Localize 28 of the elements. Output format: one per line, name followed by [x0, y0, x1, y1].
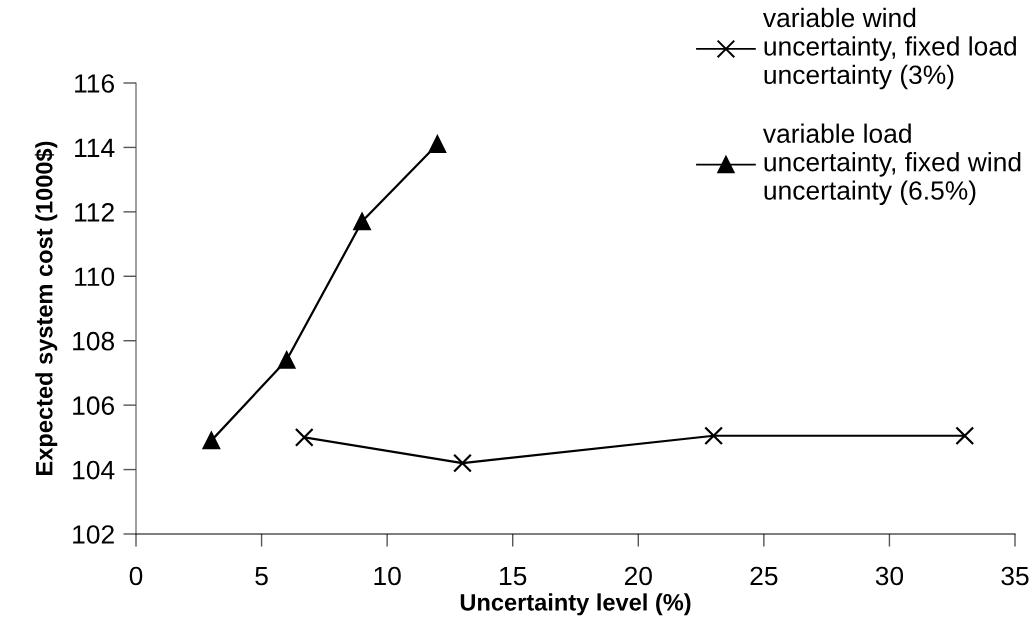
point	[453, 453, 472, 473]
point	[353, 212, 371, 231]
point	[428, 135, 447, 153]
point	[294, 427, 314, 447]
y-tick-label: 108	[73, 331, 115, 351]
y-tick-label: 106	[73, 396, 115, 415]
x-tick-label: 20	[624, 566, 652, 586]
x-tick-label: 30	[875, 566, 904, 586]
x-tick-label: 10	[374, 566, 401, 586]
point	[955, 426, 975, 446]
x-tick-label: 5	[255, 566, 268, 586]
point	[277, 351, 296, 369]
legend-label: variable load uncertainty, fixed wind uncertainty (6.5%)	[762, 123, 1021, 206]
x-axis-title: Uncertainty level (%)	[460, 593, 691, 616]
point	[202, 431, 221, 450]
y-tick-label: 104	[73, 460, 115, 480]
y-tick-label: 112	[75, 202, 114, 222]
x-tick-label: 15	[500, 566, 527, 586]
legend-label: variable wind uncertainty, fixed load uncertainty (3%)	[762, 7, 1016, 90]
x-tick-label: 25	[750, 566, 778, 586]
y-tick-label: 102	[73, 525, 114, 544]
point	[704, 426, 724, 446]
x-tick-label: 0	[129, 566, 143, 586]
y-tick-label: 116	[75, 74, 115, 93]
y-axis-title: Expected system cost (1000$)	[34, 141, 58, 475]
x-tick-label: 35	[1001, 566, 1029, 586]
y-tick-label: 110	[75, 267, 115, 287]
y-tick-label: 114	[75, 138, 115, 157]
